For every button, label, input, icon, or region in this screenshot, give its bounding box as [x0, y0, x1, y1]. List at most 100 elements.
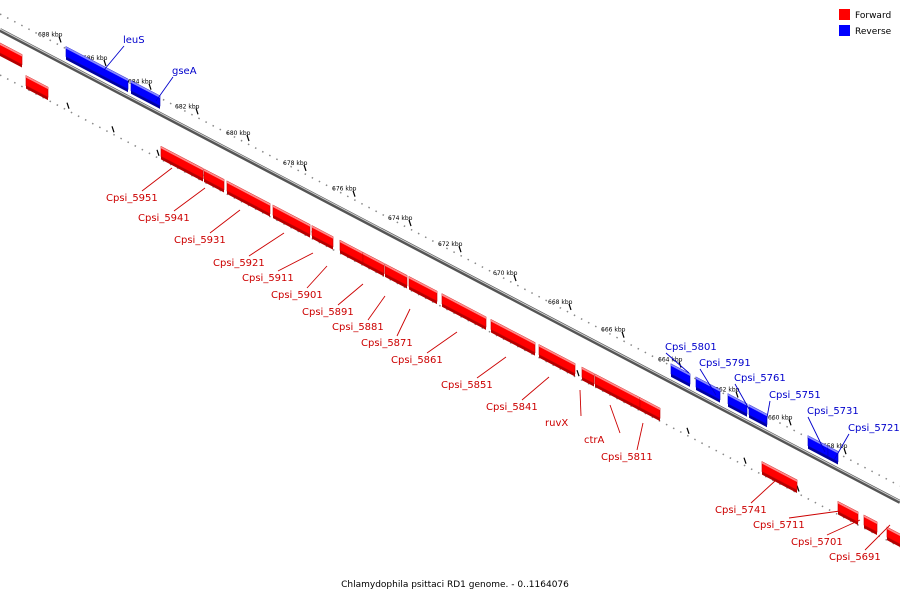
gene-highlight	[66, 46, 128, 82]
gene-Cpsi_5811[interactable]	[639, 397, 661, 422]
gene-label[interactable]: Cpsi_5791	[699, 358, 751, 369]
gene-label[interactable]: Cpsi_5721	[848, 423, 900, 434]
gene-Cpsi_5711[interactable]	[837, 500, 859, 525]
gene-shadow	[227, 191, 270, 217]
gene-label-leader	[277, 252, 314, 272]
gene-label-leader	[665, 352, 690, 374]
gene-highlight	[696, 377, 720, 392]
gene-ruvX[interactable]	[581, 366, 595, 387]
gene-highlight	[204, 168, 224, 182]
tick-mark-lower	[576, 369, 580, 377]
gene-Cpsi_5791[interactable]	[695, 376, 721, 403]
gene-shadow	[442, 303, 486, 330]
gene-Cpsi_5731[interactable]	[807, 435, 829, 460]
gene-label[interactable]: Cpsi_5841	[486, 402, 538, 413]
tick-label: 664 kbp	[658, 357, 683, 364]
gene-Cpsi_5751[interactable]	[748, 404, 768, 428]
gene-gseA[interactable]	[130, 80, 161, 109]
gene-Cpsi_5911[interactable]	[311, 225, 334, 250]
legend-forward-label: Forward	[855, 11, 891, 21]
gene-label[interactable]: ctrA	[584, 435, 605, 446]
gene-label[interactable]: Cpsi_5711	[753, 520, 805, 531]
gene-shadow	[728, 403, 747, 417]
gene-label-leader	[833, 433, 850, 461]
gene-label[interactable]: Cpsi_5801	[665, 342, 717, 353]
gene-Cpsi_5761[interactable]	[727, 393, 748, 417]
gene-label-leader	[476, 356, 507, 379]
gene-Cpsi_5801[interactable]	[670, 363, 691, 387]
gene-Cpsi_5851[interactable]	[490, 319, 536, 356]
gene-highlight	[671, 363, 690, 376]
tick-label: 688 kbp	[38, 31, 63, 38]
gene-label[interactable]: Cpsi_5911	[242, 273, 294, 284]
gene-shadow	[696, 387, 720, 403]
gene-label[interactable]: gseA	[172, 66, 197, 77]
gene-leuS[interactable]	[65, 46, 129, 93]
gene-Cpsi_5741[interactable]	[761, 461, 798, 493]
gene-label[interactable]: Cpsi_5811	[601, 452, 653, 463]
tick-label: 666 kbp	[601, 327, 626, 334]
gene-shadow	[66, 56, 128, 93]
gene-label[interactable]: Cpsi_5871	[361, 338, 413, 349]
gene-block	[226, 180, 271, 215]
gene-label-leader	[521, 376, 550, 401]
gene-Cpsi_5901[interactable]	[339, 239, 364, 266]
gene-label[interactable]: Cpsi_5861	[391, 355, 443, 366]
tick-mark-lower	[156, 149, 160, 157]
gene-label[interactable]: Cpsi_5741	[715, 505, 767, 516]
gene-label[interactable]: Cpsi_5761	[734, 373, 786, 384]
gene-Cpsi_5891[interactable]	[362, 251, 385, 277]
gene-label-leader	[248, 232, 285, 257]
tick-mark-upper	[58, 36, 62, 43]
gene-label-leader	[367, 295, 386, 321]
gene-block	[0, 42, 23, 66]
gene-shadow	[749, 414, 767, 428]
gene-label[interactable]: Cpsi_5921	[213, 258, 265, 269]
gene-Cpsi_5881[interactable]	[384, 263, 408, 289]
gene-label[interactable]: Cpsi_5951	[106, 193, 158, 204]
gene-block	[538, 344, 576, 375]
gene-label[interactable]: Cpsi_5691	[829, 552, 881, 563]
gene-shadow	[582, 377, 594, 387]
gene-label[interactable]: Cpsi_5731	[807, 406, 859, 417]
gene-label[interactable]: ruvX	[545, 418, 568, 429]
gene-Cpsi_5921[interactable]	[272, 204, 311, 238]
tick-label: 682 kbp	[175, 103, 200, 110]
gene-Cpsi_5841[interactable]	[538, 344, 576, 377]
gene-label[interactable]: Cpsi_5851	[441, 380, 493, 391]
tick-label: 670 kbp	[493, 270, 518, 277]
gene-ctrA[interactable]	[594, 373, 641, 411]
gene-label[interactable]: leuS	[123, 35, 145, 46]
gene-unlabeled[interactable]	[25, 75, 49, 101]
tick-label: 672 kbp	[438, 241, 463, 248]
gene-highlight	[864, 515, 877, 524]
gene-Cpsi_5701[interactable]	[863, 514, 878, 535]
gene-label[interactable]: Cpsi_5751	[769, 390, 821, 401]
gene-label[interactable]: Cpsi_5891	[302, 307, 354, 318]
gene-block	[727, 393, 748, 415]
gene-Cpsi_5941[interactable]	[203, 168, 225, 193]
gene-label[interactable]: Cpsi_5941	[138, 213, 190, 224]
gene-Cpsi_5861[interactable]	[441, 293, 487, 330]
gene-label-leader	[609, 404, 621, 434]
gene-Cpsi_5871[interactable]	[408, 276, 438, 305]
gene-label-leader	[864, 524, 891, 551]
gene-label[interactable]: Cpsi_5701	[791, 537, 843, 548]
gene-highlight	[273, 205, 310, 227]
gene-features	[0, 40, 900, 549]
gene-Cpsi_5951[interactable]	[160, 145, 204, 182]
tick-mark-upper	[408, 219, 412, 227]
gene-unlabeled[interactable]	[0, 40, 23, 68]
tick-mark-upper	[513, 274, 517, 282]
gene-shadow	[131, 90, 160, 109]
gene-label[interactable]: Cpsi_5881	[332, 322, 384, 333]
gene-shadow	[671, 373, 690, 387]
gene-Cpsi_5931[interactable]	[226, 180, 271, 217]
tick-mark-upper	[246, 134, 250, 142]
legend-reverse-swatch	[839, 25, 850, 36]
gene-label[interactable]: Cpsi_5901	[271, 290, 323, 301]
gene-label-leader	[155, 76, 174, 102]
gene-Cpsi_5691[interactable]	[886, 526, 900, 549]
gene-label[interactable]: Cpsi_5931	[174, 235, 226, 246]
gene-label-leader	[337, 283, 364, 306]
